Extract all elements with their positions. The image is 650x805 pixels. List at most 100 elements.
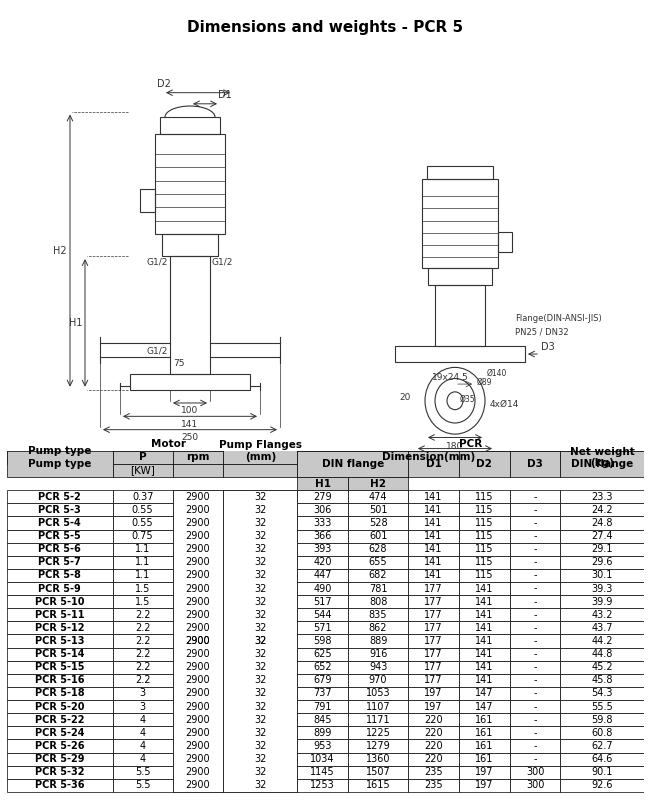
Bar bbox=[348, 555, 408, 569]
Bar bbox=[297, 700, 348, 713]
Text: 23.3: 23.3 bbox=[592, 492, 613, 502]
Text: 2900: 2900 bbox=[186, 702, 211, 712]
Bar bbox=[560, 595, 644, 609]
Bar bbox=[408, 621, 459, 634]
Text: PCR 5-16: PCR 5-16 bbox=[35, 675, 84, 685]
Text: 45.2: 45.2 bbox=[591, 663, 613, 672]
Text: 2900: 2900 bbox=[186, 663, 211, 672]
Text: 161: 161 bbox=[475, 741, 493, 751]
Text: PCR 5-7: PCR 5-7 bbox=[38, 557, 81, 568]
Text: 2900: 2900 bbox=[186, 741, 211, 751]
Bar bbox=[173, 582, 224, 595]
Text: 32: 32 bbox=[254, 609, 266, 620]
Bar bbox=[6, 621, 112, 634]
Bar bbox=[510, 740, 560, 753]
Bar bbox=[173, 700, 224, 713]
Text: G1/2: G1/2 bbox=[147, 346, 168, 355]
Text: PCR 5-14: PCR 5-14 bbox=[35, 649, 84, 659]
Bar bbox=[408, 674, 459, 687]
Text: 601: 601 bbox=[369, 531, 387, 541]
Text: 19x24.5: 19x24.5 bbox=[432, 373, 469, 382]
Text: 781: 781 bbox=[369, 584, 387, 593]
Text: 3: 3 bbox=[140, 688, 146, 699]
Text: -: - bbox=[533, 597, 537, 607]
Bar bbox=[560, 687, 644, 700]
Text: PCR 5-11: PCR 5-11 bbox=[35, 609, 84, 620]
Text: 141: 141 bbox=[424, 531, 443, 541]
Text: 1507: 1507 bbox=[366, 767, 391, 777]
Bar bbox=[224, 753, 297, 766]
Bar bbox=[408, 490, 459, 503]
Text: PCR 5-13: PCR 5-13 bbox=[35, 636, 84, 646]
Text: 598: 598 bbox=[313, 636, 332, 646]
Text: 625: 625 bbox=[313, 649, 332, 659]
Bar bbox=[560, 647, 644, 661]
Text: 235: 235 bbox=[424, 767, 443, 777]
Text: PCR 5-3: PCR 5-3 bbox=[38, 505, 81, 515]
Bar bbox=[6, 713, 112, 726]
Text: 177: 177 bbox=[424, 609, 443, 620]
Text: 177: 177 bbox=[424, 649, 443, 659]
Text: DIN flange: DIN flange bbox=[322, 459, 384, 469]
Bar bbox=[459, 740, 510, 753]
Text: 528: 528 bbox=[369, 518, 387, 528]
Bar bbox=[112, 569, 173, 582]
Text: 4: 4 bbox=[140, 715, 146, 724]
Bar bbox=[224, 490, 297, 792]
Bar bbox=[560, 516, 644, 530]
Text: Pump type: Pump type bbox=[28, 459, 91, 469]
Text: 2900: 2900 bbox=[186, 688, 211, 699]
Bar bbox=[6, 530, 112, 543]
Bar bbox=[6, 595, 112, 609]
Text: -: - bbox=[533, 557, 537, 568]
Text: 2900: 2900 bbox=[186, 728, 211, 738]
Bar bbox=[224, 530, 297, 543]
Bar bbox=[173, 726, 224, 740]
Bar bbox=[112, 674, 173, 687]
Bar bbox=[224, 778, 297, 792]
Bar bbox=[6, 778, 112, 792]
Bar bbox=[297, 555, 348, 569]
Text: 970: 970 bbox=[369, 675, 387, 685]
Text: 655: 655 bbox=[369, 557, 387, 568]
Bar bbox=[510, 621, 560, 634]
Bar bbox=[408, 503, 459, 516]
Text: Pump type: Pump type bbox=[28, 446, 91, 456]
Text: 32: 32 bbox=[254, 649, 266, 659]
Bar bbox=[6, 569, 112, 582]
Bar bbox=[297, 753, 348, 766]
Text: 1225: 1225 bbox=[366, 728, 391, 738]
Bar bbox=[6, 766, 112, 778]
Bar bbox=[173, 516, 224, 530]
Text: PCR 5-22: PCR 5-22 bbox=[35, 715, 84, 724]
Text: 2900: 2900 bbox=[186, 767, 211, 777]
Text: 27.4: 27.4 bbox=[591, 531, 613, 541]
Bar bbox=[6, 451, 112, 477]
Bar bbox=[510, 595, 560, 609]
Bar bbox=[408, 713, 459, 726]
Bar bbox=[173, 740, 224, 753]
Text: 90.1: 90.1 bbox=[592, 767, 613, 777]
Bar bbox=[297, 438, 644, 451]
Bar bbox=[224, 634, 297, 647]
Bar bbox=[224, 713, 297, 726]
Bar bbox=[173, 687, 224, 700]
Text: H2: H2 bbox=[53, 246, 67, 256]
Bar bbox=[510, 609, 560, 621]
Bar bbox=[348, 647, 408, 661]
Bar bbox=[112, 516, 173, 530]
Text: 59.8: 59.8 bbox=[592, 715, 613, 724]
Text: -: - bbox=[533, 531, 537, 541]
Text: 177: 177 bbox=[424, 597, 443, 607]
Bar bbox=[510, 503, 560, 516]
Text: 161: 161 bbox=[475, 715, 493, 724]
Bar bbox=[560, 621, 644, 634]
Text: 115: 115 bbox=[475, 544, 493, 554]
Bar bbox=[459, 753, 510, 766]
Text: 141: 141 bbox=[424, 544, 443, 554]
Text: PCR 5-4: PCR 5-4 bbox=[38, 518, 81, 528]
Bar bbox=[459, 674, 510, 687]
Text: 2900: 2900 bbox=[186, 597, 211, 607]
Bar bbox=[297, 569, 348, 582]
Bar bbox=[408, 726, 459, 740]
